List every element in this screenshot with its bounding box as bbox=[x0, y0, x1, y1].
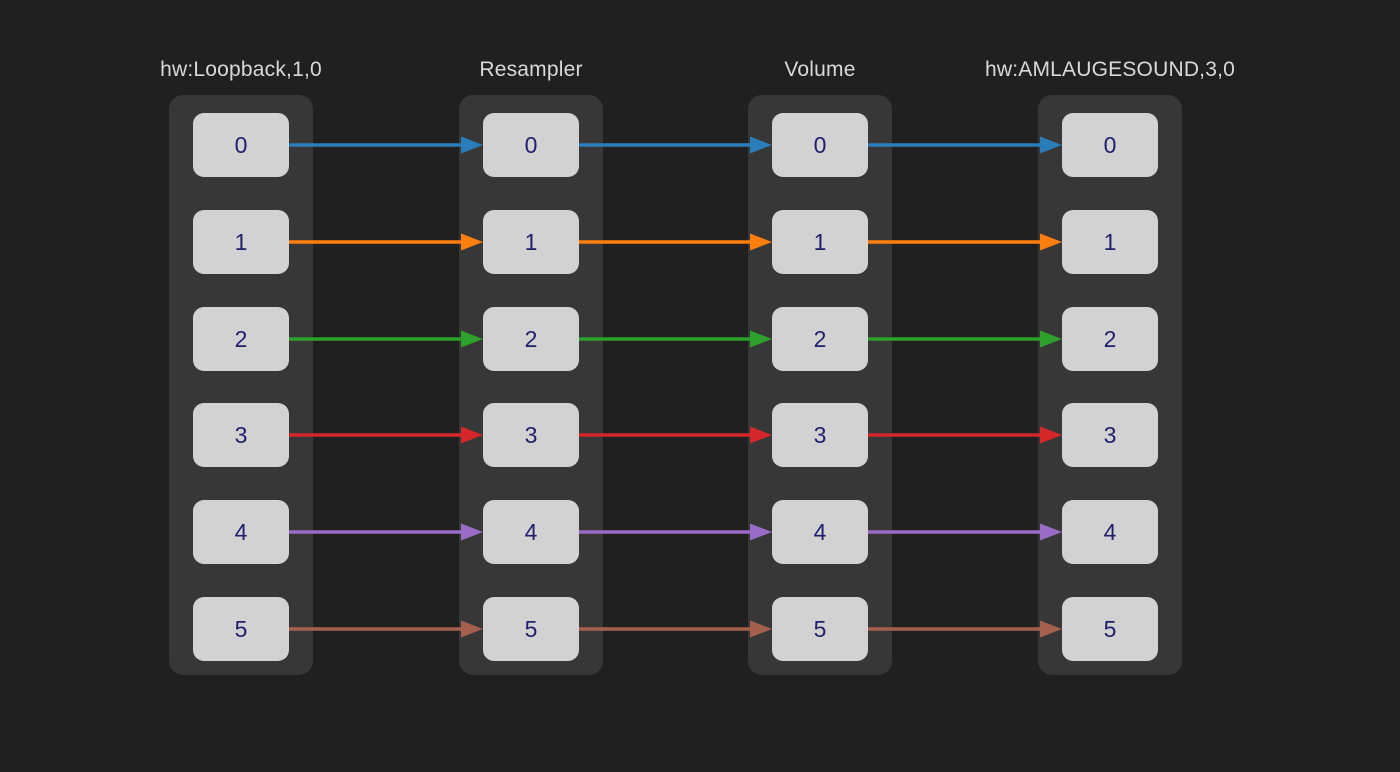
channel-box: 5 bbox=[1062, 597, 1158, 661]
channel-box: 0 bbox=[772, 113, 868, 177]
channel-column-output: 0 1 2 3 4 5 bbox=[1038, 95, 1182, 675]
column-title-volume: Volume bbox=[784, 58, 856, 81]
channel-column-volume: 0 1 2 3 4 5 bbox=[748, 95, 892, 675]
flow-arrow-ch2-seg2 bbox=[868, 330, 1062, 348]
flow-arrow-ch0-seg2 bbox=[868, 136, 1062, 154]
flow-arrow-ch3-seg2 bbox=[868, 426, 1062, 444]
flow-arrow-ch1-seg0 bbox=[289, 233, 483, 251]
channel-box: 2 bbox=[1062, 307, 1158, 371]
channel-box: 2 bbox=[483, 307, 579, 371]
channel-box: 3 bbox=[772, 403, 868, 467]
channel-box: 3 bbox=[483, 403, 579, 467]
flow-arrow-ch4-seg0 bbox=[289, 523, 483, 541]
flow-arrow-ch1-seg1 bbox=[579, 233, 772, 251]
channel-box: 4 bbox=[1062, 500, 1158, 564]
channel-box: 1 bbox=[193, 210, 289, 274]
flow-arrow-ch2-seg0 bbox=[289, 330, 483, 348]
channel-box: 1 bbox=[483, 210, 579, 274]
channel-box: 3 bbox=[1062, 403, 1158, 467]
channel-box: 2 bbox=[193, 307, 289, 371]
flow-arrow-ch0-seg1 bbox=[579, 136, 772, 154]
channel-box: 1 bbox=[1062, 210, 1158, 274]
flow-arrow-ch0-seg0 bbox=[289, 136, 483, 154]
flow-arrow-ch4-seg1 bbox=[579, 523, 772, 541]
flow-arrow-ch3-seg0 bbox=[289, 426, 483, 444]
channel-box: 5 bbox=[193, 597, 289, 661]
channel-box: 0 bbox=[1062, 113, 1158, 177]
channel-box: 1 bbox=[772, 210, 868, 274]
flow-arrow-ch1-seg2 bbox=[868, 233, 1062, 251]
channel-box: 2 bbox=[772, 307, 868, 371]
column-title-loopback: hw:Loopback,1,0 bbox=[160, 58, 322, 81]
flow-arrow-ch4-seg2 bbox=[868, 523, 1062, 541]
channel-box: 5 bbox=[772, 597, 868, 661]
channel-column-resampler: 0 1 2 3 4 5 bbox=[459, 95, 603, 675]
flow-arrow-ch5-seg2 bbox=[868, 620, 1062, 638]
channel-box: 0 bbox=[483, 113, 579, 177]
channel-box: 4 bbox=[483, 500, 579, 564]
flow-arrow-ch5-seg1 bbox=[579, 620, 772, 638]
channel-box: 5 bbox=[483, 597, 579, 661]
flow-arrow-ch3-seg1 bbox=[579, 426, 772, 444]
column-title-resampler: Resampler bbox=[479, 58, 583, 81]
flow-arrow-ch5-seg0 bbox=[289, 620, 483, 638]
channel-column-loopback: 0 1 2 3 4 5 bbox=[169, 95, 313, 675]
channel-box: 4 bbox=[772, 500, 868, 564]
flow-arrow-ch2-seg1 bbox=[579, 330, 772, 348]
channel-box: 4 bbox=[193, 500, 289, 564]
channel-box: 3 bbox=[193, 403, 289, 467]
channel-box: 0 bbox=[193, 113, 289, 177]
column-title-output: hw:AMLAUGESOUND,3,0 bbox=[984, 58, 1236, 81]
